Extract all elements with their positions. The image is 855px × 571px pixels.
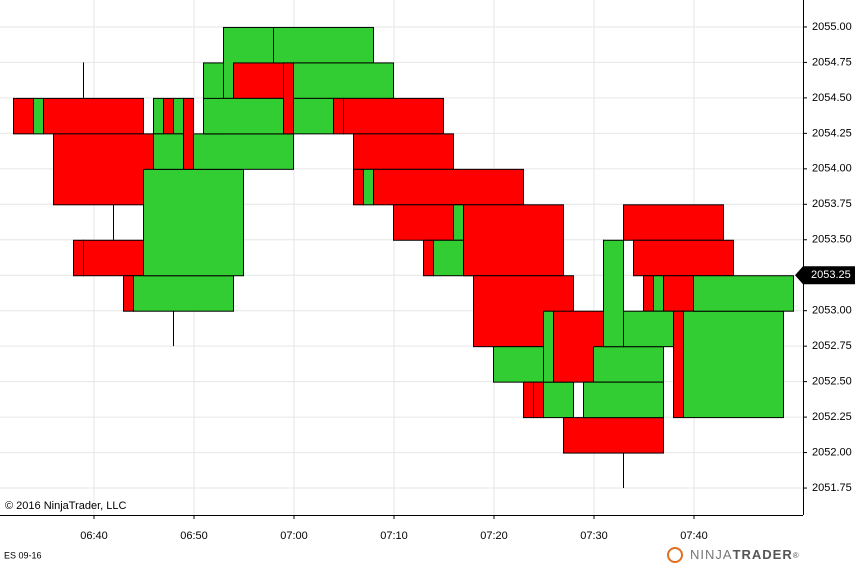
box (363, 168, 374, 206)
last-price-tag (795, 266, 855, 285)
box (333, 97, 344, 135)
box (173, 97, 184, 135)
logo: NINJATRADER® (690, 547, 800, 562)
y-tick-label: 2054.50 (812, 92, 852, 104)
box (623, 310, 674, 348)
box (523, 381, 534, 419)
box (73, 239, 84, 277)
box (493, 346, 544, 383)
y-tick-label: 2054.00 (812, 163, 852, 175)
x-tick-label: 06:50 (180, 530, 208, 542)
box (393, 204, 464, 241)
y-tick-label: 2051.75 (812, 482, 852, 494)
box (203, 97, 294, 135)
box (183, 97, 194, 170)
box (233, 62, 284, 99)
box (343, 97, 444, 135)
box (193, 133, 294, 170)
marks (13, 26, 794, 489)
box (53, 133, 154, 206)
x-tick-label: 07:30 (580, 530, 608, 542)
box (673, 310, 684, 419)
box (603, 239, 624, 348)
box (423, 239, 434, 277)
y-tick-label: 2052.25 (812, 411, 852, 423)
last-price-label: 2053.25 (811, 269, 851, 281)
box (33, 97, 44, 135)
box (683, 310, 784, 419)
box (293, 97, 334, 135)
instrument: ES 09-16 (4, 550, 42, 560)
y-tick-label: 2054.75 (812, 56, 852, 68)
box (163, 97, 174, 135)
box (123, 275, 134, 312)
logo-first: NINJA (690, 547, 733, 562)
box (83, 239, 144, 277)
box (373, 168, 524, 206)
y-tick-label: 2054.25 (812, 127, 852, 139)
y-tick-label: 2053.50 (812, 234, 852, 246)
y-tick-label: 2053.00 (812, 305, 852, 317)
box (543, 310, 554, 383)
box (563, 417, 664, 454)
logo-mark: ® (793, 551, 800, 560)
y-tick-label: 2052.75 (812, 340, 852, 352)
box (353, 168, 364, 206)
box (643, 275, 654, 312)
logo-second: TRADER (733, 547, 793, 562)
logo-icon (667, 547, 683, 563)
box (463, 204, 564, 277)
box (143, 168, 244, 277)
box (543, 381, 574, 419)
box (293, 62, 394, 99)
y-tick-label: 2055.00 (812, 21, 852, 33)
box (693, 275, 794, 312)
box (623, 204, 724, 241)
box (273, 26, 374, 64)
x-tick-label: 06:40 (80, 530, 108, 542)
x-tick-label: 07:40 (680, 530, 708, 542)
box (653, 275, 664, 312)
copyright: © 2016 NinjaTrader, LLC (5, 500, 126, 512)
y-tick-label: 2052.00 (812, 446, 852, 458)
box (153, 133, 184, 170)
box (453, 204, 464, 241)
box (583, 381, 664, 419)
x-tick-label: 07:10 (380, 530, 408, 542)
box (133, 275, 234, 312)
x-tick-label: 07:20 (480, 530, 508, 542)
box (153, 97, 164, 135)
box (43, 97, 144, 135)
box (593, 346, 664, 383)
box (13, 97, 34, 135)
box (663, 275, 694, 312)
x-tick-label: 07:00 (280, 530, 308, 542)
y-tick-label: 2052.50 (812, 376, 852, 388)
box (633, 239, 734, 277)
box (353, 133, 454, 170)
y-tick-label: 2053.75 (812, 198, 852, 210)
box (283, 62, 294, 135)
box (533, 381, 544, 419)
